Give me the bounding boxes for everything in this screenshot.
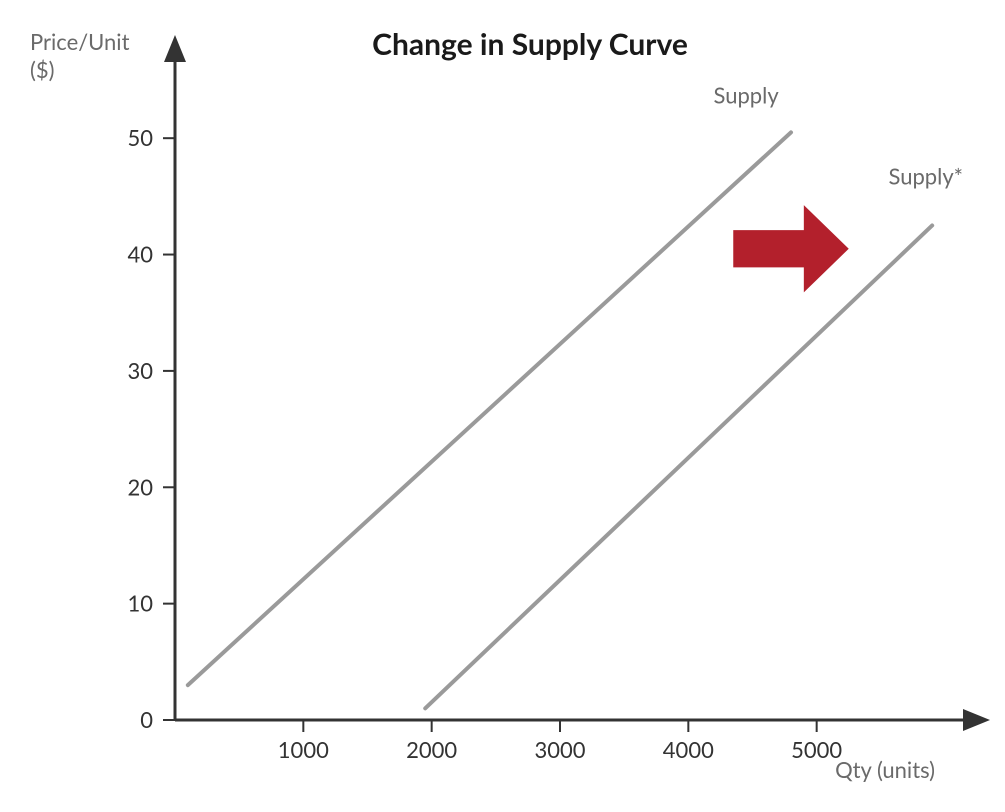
y-tick-label: 50 bbox=[127, 124, 153, 151]
y-tick-label: 10 bbox=[127, 590, 153, 617]
x-tick-label: 1000 bbox=[278, 736, 329, 763]
y-tick-label: 0 bbox=[140, 706, 153, 733]
series-label-SupplyStar: Supply* bbox=[888, 163, 963, 190]
y-axis-label-line2: ($) bbox=[30, 56, 55, 83]
x-tick-label: 2000 bbox=[406, 736, 457, 763]
x-axis-label: Qty (units) bbox=[835, 756, 935, 783]
y-tick-label: 40 bbox=[127, 241, 153, 268]
x-tick-label: 3000 bbox=[534, 736, 585, 763]
x-tick-label: 5000 bbox=[791, 736, 842, 763]
supply-curve-chart: Change in Supply Curve Price/Unit($) Qty (… bbox=[0, 0, 1005, 812]
chart-background bbox=[0, 0, 1005, 812]
y-axis-label-line1: Price/Unit bbox=[30, 28, 130, 55]
chart-stage: Change in Supply Curve Price/Unit($) Qty (… bbox=[0, 0, 1005, 812]
chart-title: Change in Supply Curve bbox=[372, 26, 688, 62]
y-tick-label: 30 bbox=[127, 357, 153, 384]
x-tick-label: 4000 bbox=[663, 736, 714, 763]
series-label-Supply: Supply bbox=[713, 81, 779, 108]
y-tick-label: 20 bbox=[127, 473, 153, 500]
